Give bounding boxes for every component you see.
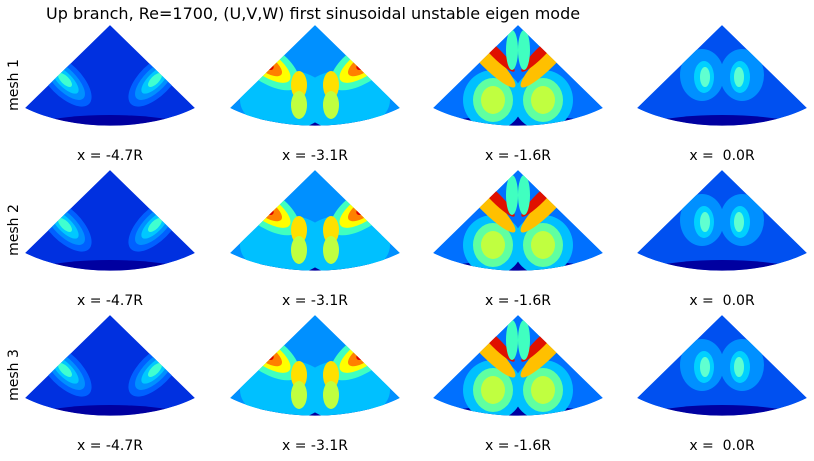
contour-level: [518, 30, 530, 70]
contour-level: [291, 91, 307, 119]
panel-label: x = -3.1R: [282, 148, 348, 164]
contour-level: [58, 363, 72, 377]
contour-level: [481, 86, 505, 114]
contour-level: [323, 91, 339, 119]
contour-level: [734, 67, 744, 87]
contour-level: [734, 212, 744, 232]
contour-level: [323, 71, 339, 99]
contour-level: [300, 215, 390, 271]
contour-level: [518, 320, 530, 360]
contour-level: [148, 218, 162, 232]
row-label: mesh 3: [6, 349, 22, 401]
contour-panel: [637, 170, 807, 271]
contour-level: [531, 86, 555, 114]
contour-level: [323, 216, 339, 244]
contour-level: [506, 30, 518, 70]
contour-panel: [637, 25, 807, 126]
contour-level: [700, 212, 710, 232]
contour-level: [58, 73, 72, 87]
panel-label: x = 0.0R: [689, 438, 755, 454]
contour-panel: [433, 170, 603, 271]
contour-level: [148, 363, 162, 377]
contour-level: [323, 381, 339, 409]
panel-label: x = -3.1R: [282, 293, 348, 309]
contour-level: [506, 320, 518, 360]
contour-level: [734, 357, 744, 377]
contour-level: [531, 231, 555, 259]
contour-level: [481, 231, 505, 259]
contour-level: [58, 218, 72, 232]
contour-level: [481, 376, 505, 404]
contour-level: [291, 361, 307, 389]
contour-level: [323, 236, 339, 264]
panel-label: x = -1.6R: [485, 438, 551, 454]
contour-level: [291, 216, 307, 244]
contour-level: [323, 361, 339, 389]
panel-base: [25, 170, 195, 271]
panel-label: x = 0.0R: [689, 148, 755, 164]
contour-level: [291, 236, 307, 264]
figure-title: Up branch, Re=1700, (U,V,W) first sinuso…: [46, 4, 580, 23]
contour-level: [300, 360, 390, 416]
panel-label: x = -4.7R: [77, 293, 143, 309]
contour-level: [300, 70, 390, 126]
row-label: mesh 1: [6, 59, 22, 111]
contour-level: [148, 73, 162, 87]
contour-panel: [433, 315, 603, 416]
panel-label: x = -4.7R: [77, 148, 143, 164]
contour-level: [518, 175, 530, 215]
contour-level: [291, 381, 307, 409]
panel-label: x = 0.0R: [689, 293, 755, 309]
row-label: mesh 2: [6, 204, 22, 256]
panel-base: [25, 315, 195, 416]
panel-base: [25, 25, 195, 126]
contour-level: [700, 357, 710, 377]
panel-label: x = -1.6R: [485, 293, 551, 309]
contour-level: [531, 376, 555, 404]
contour-level: [291, 71, 307, 99]
contour-panel: [433, 25, 603, 126]
panel-label: x = -4.7R: [77, 438, 143, 454]
panel-label: x = -1.6R: [485, 148, 551, 164]
contour-panel: [637, 315, 807, 416]
panel-label: x = -3.1R: [282, 438, 348, 454]
contour-level: [506, 175, 518, 215]
contour-level: [700, 67, 710, 87]
